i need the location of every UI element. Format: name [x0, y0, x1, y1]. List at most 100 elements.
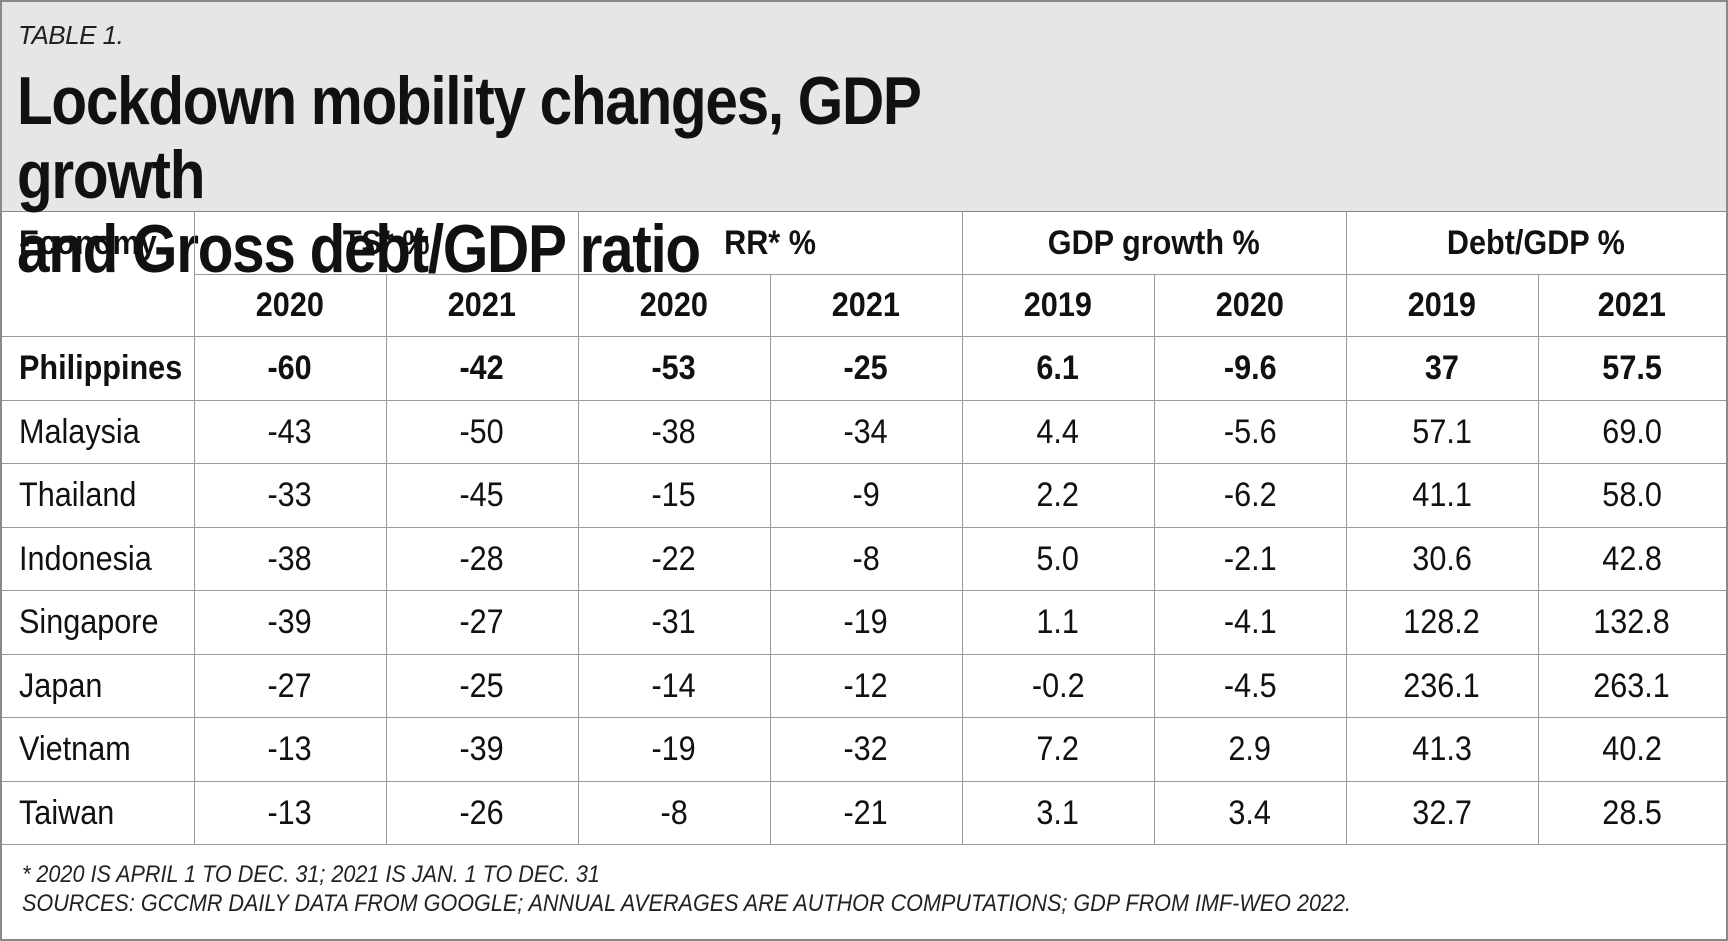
data-cell: 132.8 [1593, 602, 1671, 641]
data-cell: -38 [651, 412, 697, 451]
column-group-header: GDP growth % [1048, 223, 1260, 262]
data-cell: -8 [852, 539, 880, 578]
data-cell: 41.1 [1412, 475, 1472, 514]
data-cell: -8 [660, 793, 688, 832]
data-cell: 7.2 [1036, 729, 1080, 768]
data-cell: -4.5 [1223, 666, 1277, 705]
row-divider [2, 527, 1726, 528]
column-group-header: RR* % [724, 223, 816, 262]
column-year-header: 2020 [255, 285, 325, 324]
data-cell: 5.0 [1036, 539, 1080, 578]
data-cell: 28.5 [1602, 793, 1662, 832]
data-cell: -26 [459, 793, 505, 832]
row-label: Singapore [19, 602, 159, 641]
data-cell: -39 [459, 729, 505, 768]
data-cell: -27 [459, 602, 505, 641]
year-divider [1154, 274, 1155, 844]
data-cell: -13 [267, 729, 313, 768]
year-divider [386, 274, 387, 844]
title-line-1: Lockdown mobility changes, GDP growth [17, 63, 921, 213]
data-cell: -39 [267, 602, 313, 641]
row-label: Japan [19, 666, 103, 705]
data-cell: -6.2 [1223, 475, 1277, 514]
data-cell: -4.1 [1223, 602, 1277, 641]
row-divider [2, 717, 1726, 718]
column-header-economy: Economy [19, 223, 157, 262]
data-table: Economy TS* % RR* % GDP growth % Debt/GDP % 2… [2, 212, 1726, 845]
data-cell: -12 [843, 666, 889, 705]
data-cell: 30.6 [1412, 539, 1472, 578]
data-cell: 1.1 [1036, 602, 1080, 641]
data-cell: 37 [1424, 348, 1460, 387]
data-cell: -28 [459, 539, 505, 578]
data-cell: -19 [651, 729, 697, 768]
data-cell: 42.8 [1602, 539, 1662, 578]
group-divider [962, 212, 963, 844]
data-cell: 41.3 [1412, 729, 1472, 768]
data-cell: 40.2 [1602, 729, 1662, 768]
data-cell: 3.4 [1228, 793, 1272, 832]
column-year-header: 2021 [447, 285, 517, 324]
data-cell: -43 [267, 412, 313, 451]
data-cell: 6.1 [1036, 348, 1080, 387]
data-cell: -38 [267, 539, 313, 578]
data-cell: -2.1 [1223, 539, 1277, 578]
data-cell: 57.1 [1412, 412, 1472, 451]
row-divider [2, 590, 1726, 591]
row-divider [2, 400, 1726, 401]
column-group-header: TS* % [342, 223, 430, 262]
data-cell: -25 [843, 348, 889, 387]
row-label: Indonesia [19, 539, 152, 578]
data-cell: 2.9 [1228, 729, 1272, 768]
data-cell: -45 [459, 475, 505, 514]
data-cell: 57.5 [1602, 348, 1662, 387]
data-cell: -50 [459, 412, 505, 451]
data-cell: 128.2 [1403, 602, 1481, 641]
row-label: Philippines [19, 348, 183, 387]
row-label: Vietnam [19, 729, 131, 768]
data-cell: -15 [651, 475, 697, 514]
data-cell: -22 [651, 539, 697, 578]
row-divider [2, 844, 1726, 845]
data-cell: 32.7 [1412, 793, 1472, 832]
table-title: Lockdown mobility changes, GDP growth an… [17, 64, 1049, 286]
column-year-header: 2020 [1215, 285, 1285, 324]
title-line-2: and Gross debt/GDP ratio [17, 211, 701, 287]
footnote-sources: SOURCES: GCCMR DAILY DATA FROM GOOGLE; A… [22, 890, 1352, 917]
data-cell: 263.1 [1593, 666, 1671, 705]
year-divider [770, 274, 771, 844]
data-cell: -60 [267, 348, 313, 387]
data-cell: -14 [651, 666, 697, 705]
data-cell: -53 [651, 348, 697, 387]
data-cell: -9.6 [1223, 348, 1277, 387]
column-divider [194, 212, 195, 844]
data-cell: -9 [852, 475, 880, 514]
data-cell: -0.2 [1031, 666, 1085, 705]
data-cell: 236.1 [1403, 666, 1481, 705]
data-cell: -27 [267, 666, 313, 705]
data-cell: -25 [459, 666, 505, 705]
data-cell: 2.2 [1036, 475, 1080, 514]
data-cell: 69.0 [1602, 412, 1662, 451]
data-cell: 4.4 [1036, 412, 1080, 451]
group-divider [1346, 212, 1347, 844]
data-cell: -19 [843, 602, 889, 641]
column-year-header: 2021 [831, 285, 901, 324]
data-cell: 3.1 [1036, 793, 1080, 832]
table-label: TABLE 1. [18, 20, 124, 50]
row-label: Malaysia [19, 412, 140, 451]
footnote-periods: * 2020 IS APRIL 1 TO DEC. 31; 2021 IS JA… [22, 861, 600, 888]
table-header-band: TABLE 1. Lockdown mobility changes, GDP … [2, 2, 1726, 286]
column-year-header: 2019 [1023, 285, 1093, 324]
data-cell: -33 [267, 475, 313, 514]
group-underline [194, 274, 1726, 275]
row-divider [2, 654, 1726, 655]
data-cell: -42 [459, 348, 505, 387]
data-cell: -21 [843, 793, 889, 832]
data-cell: -34 [843, 412, 889, 451]
year-divider [1538, 274, 1539, 844]
row-label: Taiwan [19, 793, 115, 832]
data-cell: 58.0 [1602, 475, 1662, 514]
data-cell: -5.6 [1223, 412, 1277, 451]
